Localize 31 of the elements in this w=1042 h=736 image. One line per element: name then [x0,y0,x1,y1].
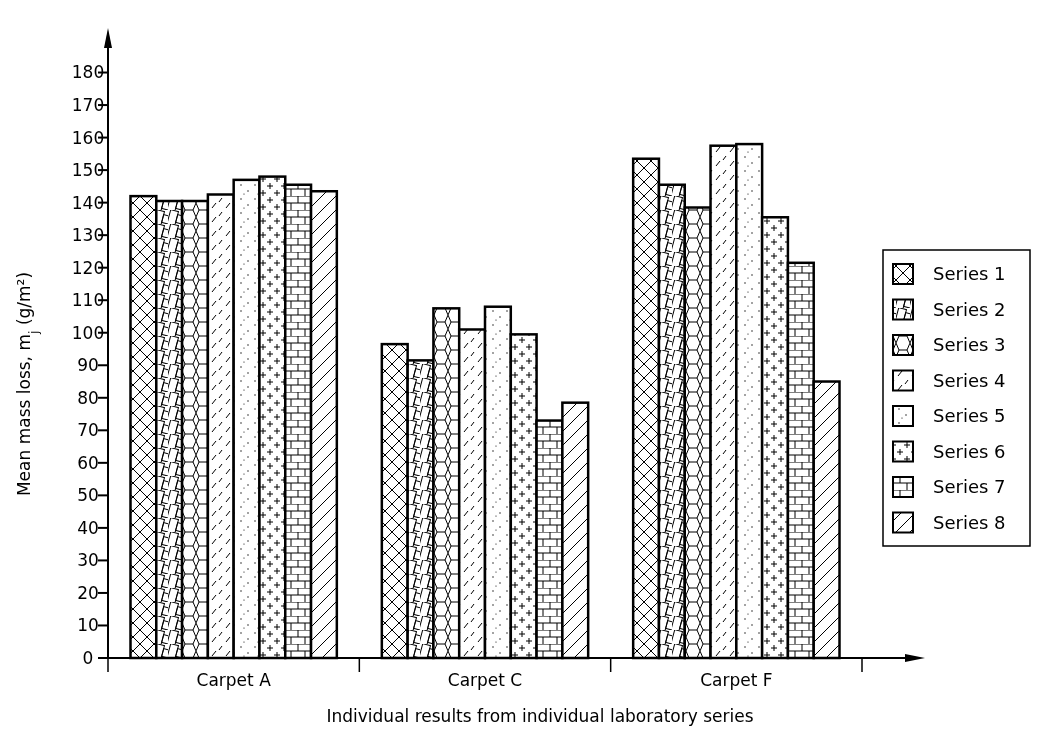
legend-label: Series 8 [933,511,1006,533]
x-tick-label: Carpet F [700,670,773,690]
y-tick-label: 80 [77,387,99,408]
y-tick-label: 10 [77,615,99,636]
y-tick-label: 20 [77,582,99,603]
y-tick-label: 70 [77,420,99,441]
y-tick-label: 150 [71,160,105,181]
y-tick-label: 90 [77,355,99,376]
legend-label: Series 2 [933,298,1006,320]
x-tick-label: Carpet C [447,670,523,690]
y-tick-label: 30 [77,550,99,571]
legend-label: Series 1 [933,263,1006,285]
y-tick-label: 180 [71,62,105,83]
y-tick-label: 100 [71,322,105,343]
x-tick-label: Carpet A [196,670,272,690]
y-tick-label: 120 [71,257,105,278]
y-tick-label: 160 [71,127,105,148]
y-tick-label: 110 [71,290,105,311]
legend-label: Series 3 [933,334,1006,356]
legend-label: Series 7 [933,476,1006,498]
y-tick-label: 130 [71,225,105,246]
x-axis-title: Individual results from individual laboratory series [326,706,754,726]
y-tick-label: 40 [77,517,99,538]
y-tick-label: 0 [82,647,94,668]
y-tick-label: 140 [71,192,105,213]
legend-label: Series 4 [933,369,1006,391]
legend-label: Series 5 [933,405,1006,427]
legend-label: Series 6 [933,440,1006,462]
y-tick-label: 60 [77,452,99,473]
y-tick-label: 170 [71,95,105,115]
y-tick-label: 50 [77,485,99,506]
